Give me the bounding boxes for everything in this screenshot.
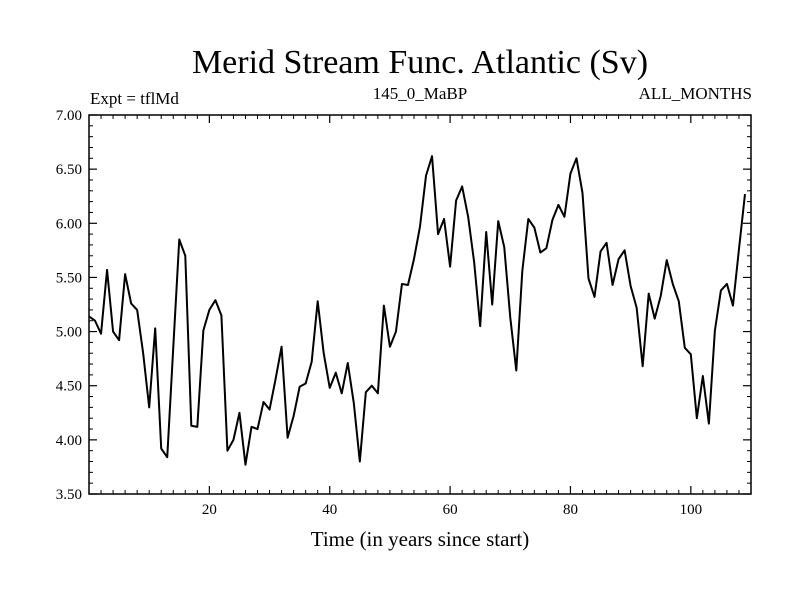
- period-label: 145_0_MaBP: [373, 84, 467, 103]
- x-tick-label: 40: [322, 502, 337, 518]
- y-tick-label: 5.50: [56, 270, 82, 286]
- plot-frame: [88, 114, 752, 495]
- series-line: [88, 155, 746, 466]
- y-tick-label: 4.50: [56, 379, 82, 395]
- y-tick-label: 6.50: [56, 162, 82, 178]
- y-tick-label: 7.00: [56, 108, 82, 124]
- chart-title: Merid Stream Func. Atlantic (Sv): [192, 44, 648, 81]
- months-label: ALL_MONTHS: [639, 84, 752, 103]
- experiment-label: Expt = tflMd: [90, 89, 179, 108]
- x-tick-label: 20: [202, 502, 217, 518]
- x-axis-label: Time (in years since start): [311, 527, 530, 551]
- y-tick-label: 4.00: [56, 433, 82, 449]
- x-tick-label: 100: [680, 502, 703, 518]
- y-tick-label: 3.50: [56, 487, 82, 503]
- y-tick-label: 6.00: [56, 216, 82, 232]
- y-axis: 3.50 4.00 4.50 5.00 5.50 6.00 6.50 7.00: [56, 108, 751, 503]
- x-tick-label: 80: [563, 502, 578, 518]
- x-tick-label: 60: [443, 502, 458, 518]
- y-tick-label: 5.00: [56, 325, 82, 341]
